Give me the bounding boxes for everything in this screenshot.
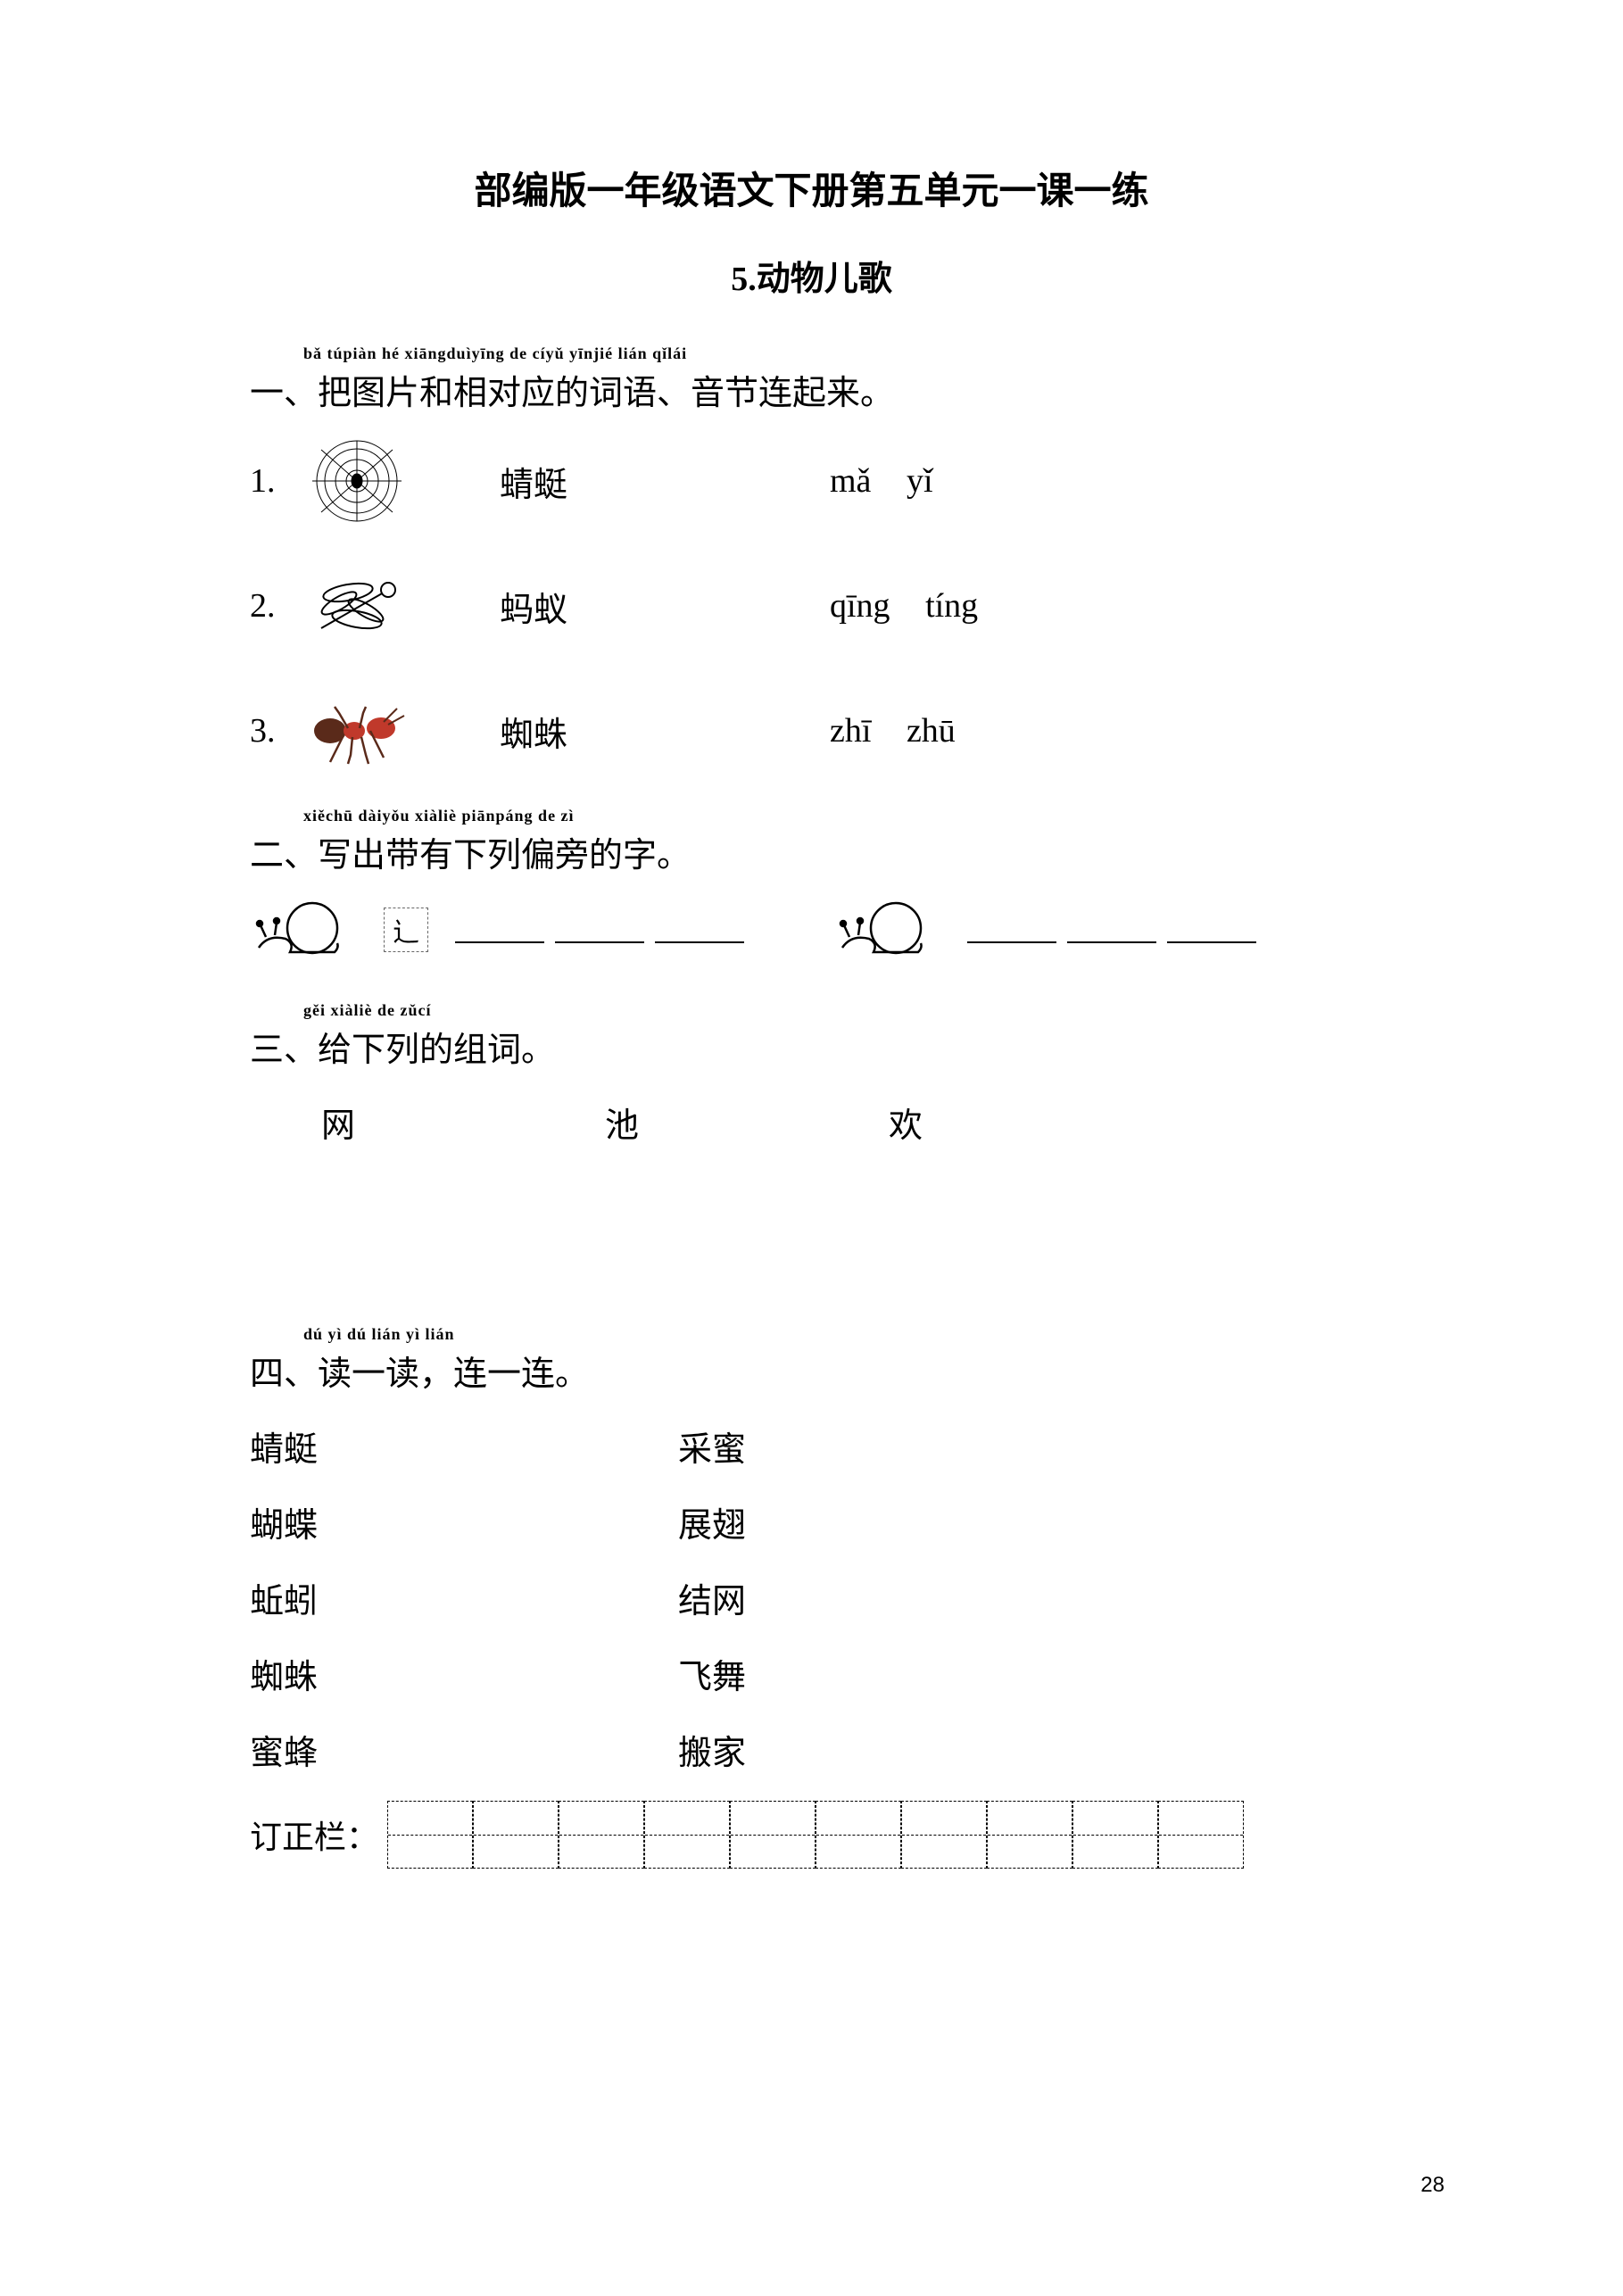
section4-text: 四、读一读，连一连。 [250,1346,1373,1395]
connect-row: 蜘蛛 飞舞 [250,1649,1373,1698]
pinyin-syllable: zhū [907,712,956,750]
blank-group-1[interactable] [455,916,744,943]
section3-header: gěi xiàliè de zǔcí 三、给下列的组词。 [250,1001,1373,1071]
connect-row: 蝴蝶 展翅 [250,1497,1373,1546]
connect-left: 蜻蜓 [250,1422,678,1471]
radical-1: 辶 [384,908,428,952]
blank-group-2[interactable] [967,916,1256,943]
connect-left: 蚯蚓 [250,1573,678,1622]
connect-right: 飞舞 [678,1649,746,1698]
main-title: 部编版一年级语文下册第五单元一课一练 [250,161,1373,215]
section1-header: bǎ túpiàn hé xiāngduìyīng de cíyǔ yīnjié… [250,344,1373,414]
dragonfly-icon [294,557,419,655]
snail-icon-1 [250,894,357,966]
section4-header: dú yì dú lián yì lián 四、读一读，连一连。 [250,1325,1373,1395]
match-row-2: 2. 蚂蚁 qīng tíng [250,557,1373,655]
match-word: 蜘蛛 [419,707,651,756]
lesson-subtitle: 5.动物儿歌 [250,251,1373,300]
match-pinyin: qīng tíng [651,586,1005,626]
connect-left: 蝴蝶 [250,1497,678,1546]
section3-text: 三、给下列的组词。 [250,1022,1373,1071]
connect-row: 蜻蜓 采蜜 [250,1422,1373,1471]
match-row-1: 1. 蜻蜓 mǎ yǐ [250,432,1373,530]
match-word: 蜻蜓 [419,457,651,506]
connect-row: 蚯蚓 结网 [250,1573,1373,1622]
section3-pinyin: gěi xiàliè de zǔcí [250,1001,1373,1020]
page-number: 28 [1420,2173,1445,2198]
connect-right: 采蜜 [678,1422,746,1471]
row-number: 1. [250,461,294,501]
connect-right: 结网 [678,1573,746,1622]
connect-left: 蜘蛛 [250,1649,678,1698]
pinyin-syllable: qīng [830,587,890,625]
section2-text: 二、写出带有下列偏旁的字。 [250,827,1373,876]
correction-label: 订正栏： [250,1811,378,1858]
section1-text: 一、把图片和相对应的词语、音节连起来。 [250,365,1373,414]
zuci-word: 欢 [889,1098,923,1147]
connect-row: 蜜蜂 搬家 [250,1725,1373,1774]
pinyin-syllable: mǎ [830,462,871,500]
spiderweb-icon [294,432,419,530]
snail-icon-2 [833,894,940,966]
row-number: 3. [250,711,294,750]
pinyin-syllable: tíng [925,587,978,625]
section1-pinyin: bǎ túpiàn hé xiāngduìyīng de cíyǔ yīnjié… [250,344,1373,363]
zuci-word: 网 [321,1098,355,1147]
connect-right: 搬家 [678,1725,746,1774]
section4-pinyin: dú yì dú lián yì lián [250,1325,1373,1344]
radical-row: 辶 [250,894,1373,966]
pinyin-syllable: yǐ [907,462,933,500]
match-pinyin: mǎ yǐ [651,461,960,501]
connect-left: 蜜蜂 [250,1725,678,1774]
worksheet-page: 部编版一年级语文下册第五单元一课一练 5.动物儿歌 bǎ túpiàn hé x… [0,0,1623,1958]
section2-pinyin: xiěchū dàiyǒu xiàliè piānpáng de zì [250,807,1373,825]
match-pinyin: zhī zhū [651,711,982,750]
connect-right: 展翅 [678,1497,746,1546]
zuci-row: 网 池 欢 [250,1098,1373,1147]
pinyin-syllable: zhī [830,712,871,750]
row-number: 2. [250,586,294,626]
match-row-3: 3. [250,682,1373,780]
section2-header: xiěchū dàiyǒu xiàliè piānpáng de zì 二、写出… [250,807,1373,876]
zuci-word: 池 [605,1098,639,1147]
match-word: 蚂蚁 [419,582,651,631]
correction-row: 订正栏： [250,1801,1373,1869]
ant-icon [294,682,419,780]
correction-grid[interactable] [387,1801,1244,1869]
